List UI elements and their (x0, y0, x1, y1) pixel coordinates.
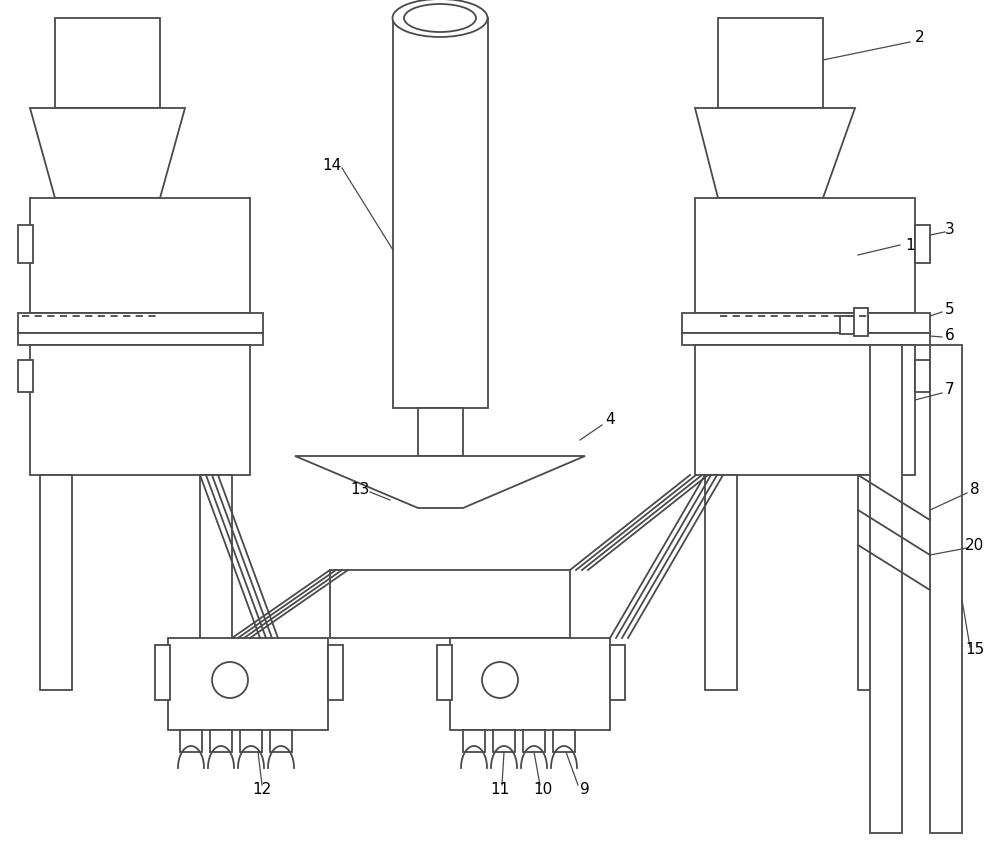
Bar (523, 730, 545, 752)
Bar (840, 316, 868, 334)
Bar (682, 313, 930, 333)
Text: 4: 4 (605, 412, 615, 427)
Bar (40, 475, 72, 690)
Bar (610, 645, 625, 700)
Text: 11: 11 (490, 783, 510, 797)
Text: 15: 15 (965, 643, 985, 657)
Bar (682, 333, 930, 345)
Polygon shape (30, 108, 185, 198)
Text: 5: 5 (945, 303, 955, 317)
Bar (55, 18, 160, 108)
Text: 13: 13 (350, 483, 370, 498)
Bar (854, 308, 868, 336)
Text: 14: 14 (322, 158, 342, 172)
Bar (915, 360, 930, 392)
Text: 1: 1 (905, 237, 915, 253)
Bar (180, 730, 202, 752)
Polygon shape (695, 108, 855, 198)
Bar (210, 730, 232, 752)
Text: 20: 20 (965, 538, 985, 553)
Bar (437, 645, 452, 700)
Text: 9: 9 (580, 783, 590, 797)
Bar (270, 730, 292, 752)
Bar (18, 333, 263, 345)
Bar (30, 345, 250, 475)
Bar (418, 408, 463, 456)
Bar (328, 645, 343, 700)
Bar (858, 475, 890, 690)
Bar (18, 225, 33, 263)
Bar (200, 475, 232, 690)
Bar (553, 730, 575, 752)
Text: 8: 8 (970, 483, 980, 498)
Text: 6: 6 (945, 327, 955, 343)
Bar (718, 18, 823, 108)
Text: 2: 2 (915, 31, 925, 46)
Text: 10: 10 (533, 783, 553, 797)
Bar (30, 198, 250, 313)
Bar (450, 638, 610, 730)
Bar (240, 730, 262, 752)
Bar (493, 730, 515, 752)
Bar (393, 18, 488, 408)
Bar (695, 198, 915, 313)
Bar (330, 570, 570, 638)
Bar (930, 345, 962, 833)
Bar (155, 645, 170, 700)
Bar (870, 345, 902, 833)
Bar (915, 225, 930, 263)
Ellipse shape (392, 0, 488, 37)
Text: 3: 3 (945, 222, 955, 237)
Ellipse shape (404, 4, 476, 32)
Text: 7: 7 (945, 382, 955, 398)
Text: 12: 12 (252, 783, 272, 797)
Polygon shape (295, 456, 585, 508)
Bar (463, 730, 485, 752)
Bar (18, 360, 33, 392)
Bar (168, 638, 328, 730)
Bar (695, 345, 915, 475)
Bar (18, 313, 263, 333)
Bar (705, 475, 737, 690)
